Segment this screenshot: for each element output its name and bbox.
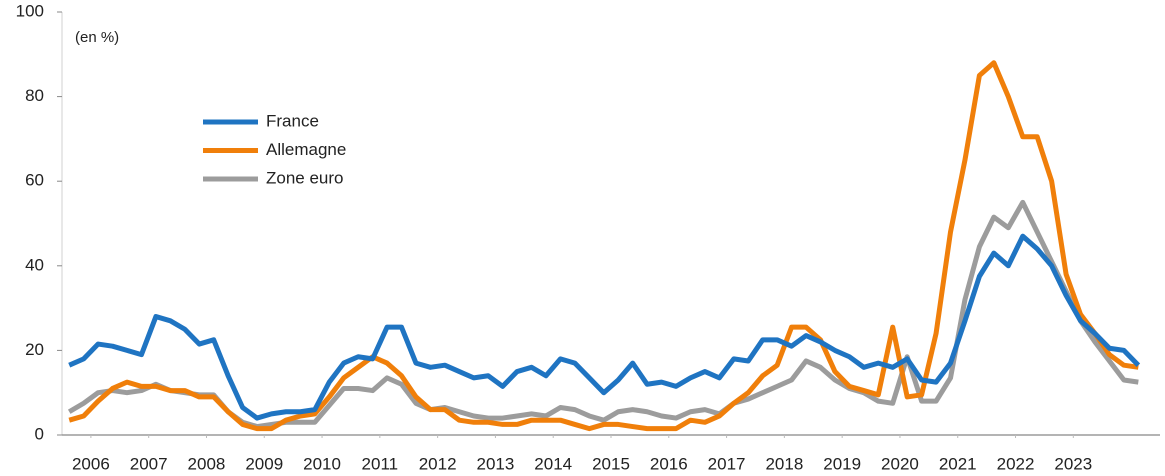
x-tick-label: 2019	[823, 454, 861, 473]
x-tick-label: 2018	[765, 454, 803, 473]
x-tick-label: 2014	[534, 454, 572, 473]
y-tick-label: 100	[16, 1, 44, 20]
x-tick-label: 2006	[72, 454, 110, 473]
x-tick-label: 2009	[245, 454, 283, 473]
x-tick-label: 2012	[419, 454, 457, 473]
x-tick-label: 2017	[708, 454, 746, 473]
x-tick-label: 2007	[130, 454, 168, 473]
x-tick-label: 2016	[650, 454, 688, 473]
series-line	[68, 60, 1139, 432]
legend-label: Allemagne	[266, 140, 346, 159]
unit-annotation: (en %)	[75, 29, 119, 46]
x-tick-label: 2008	[188, 454, 226, 473]
legend-label: Zone euro	[266, 168, 344, 187]
x-tick-label: 2010	[303, 454, 341, 473]
x-tick-label: 2020	[881, 454, 919, 473]
x-tick-label: 2023	[1054, 454, 1092, 473]
y-tick-label: 0	[35, 424, 44, 443]
legend-label: France	[266, 111, 319, 130]
x-tick-label: 2022	[997, 454, 1035, 473]
x-tick-label: 2011	[362, 454, 399, 473]
x-tick-label: 2015	[592, 454, 630, 473]
y-tick-label: 40	[25, 255, 44, 274]
x-tick-label: 2013	[477, 454, 515, 473]
y-tick-label: 60	[25, 171, 44, 190]
y-tick-label: 20	[25, 340, 44, 359]
x-tick-label: 2021	[939, 454, 977, 473]
series-line	[68, 233, 1141, 421]
legend-box	[190, 102, 445, 188]
y-tick-label: 80	[25, 86, 44, 105]
